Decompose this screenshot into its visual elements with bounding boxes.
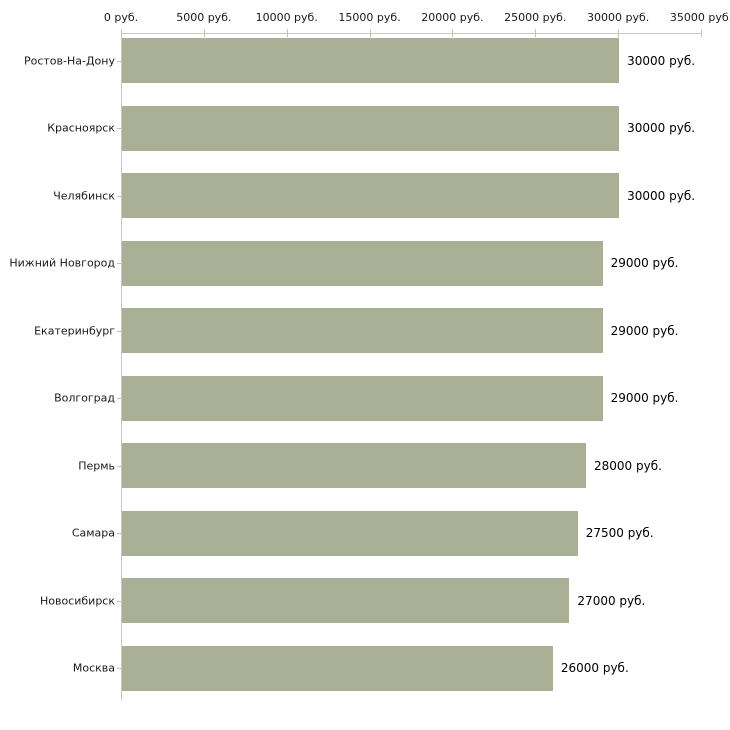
- x-axis-tick-label: 25000 руб.: [504, 11, 567, 24]
- bar: [122, 510, 578, 556]
- bar: [122, 240, 603, 286]
- category-label: Москва: [72, 661, 115, 675]
- y-axis-tick-mark: [117, 465, 121, 467]
- bar: [122, 578, 570, 624]
- value-label: 26000 руб.: [560, 661, 629, 676]
- x-axis-tick-mark: [618, 29, 620, 37]
- value-label: 27500 руб.: [585, 526, 654, 541]
- x-axis-tick-mark: [121, 29, 122, 37]
- y-axis-tick-mark: [117, 195, 121, 197]
- y-axis-tick-mark: [117, 533, 121, 535]
- value-label: 30000 руб.: [627, 53, 696, 68]
- category-label: Пермь: [78, 459, 115, 473]
- x-axis-tick-label: 15000 руб.: [338, 11, 401, 24]
- y-axis-tick-mark: [117, 128, 121, 130]
- x-axis-tick-mark: [535, 29, 537, 37]
- y-axis-tick-mark: [117, 263, 121, 265]
- x-axis-tick-label: 35000 руб.: [669, 11, 730, 24]
- x-axis-tick-label: 30000 руб.: [587, 11, 650, 24]
- x-axis-tick-mark: [286, 29, 288, 37]
- category-label: Челябинск: [53, 189, 115, 203]
- category-label: Красноярск: [47, 121, 115, 135]
- category-label: Самара: [71, 526, 115, 540]
- x-axis-tick-mark: [203, 29, 205, 37]
- x-axis-line: [121, 33, 701, 34]
- bar: [122, 443, 586, 489]
- y-axis-tick-mark: [117, 398, 121, 400]
- category-label: Екатеринбург: [34, 324, 115, 338]
- value-label: 30000 руб.: [627, 121, 696, 136]
- bar: [122, 645, 553, 691]
- y-axis-tick-mark: [117, 600, 121, 602]
- bar: [122, 375, 603, 421]
- value-label: 29000 руб.: [610, 391, 679, 406]
- y-axis-tick-mark: [117, 330, 121, 332]
- x-axis-tick-mark: [701, 29, 702, 37]
- x-axis-tick-mark: [452, 29, 454, 37]
- x-axis-tick-label: 0 руб.: [103, 11, 139, 24]
- value-label: 29000 руб.: [610, 256, 679, 271]
- category-label: Ростов-На-Дону: [23, 54, 115, 67]
- x-axis-tick-label: 20000 руб.: [421, 11, 484, 24]
- value-label: 28000 руб.: [594, 458, 662, 473]
- value-label: 30000 руб.: [627, 188, 696, 203]
- x-axis-tick-label: 5000 руб.: [176, 11, 232, 24]
- category-label: Волгоград: [54, 391, 115, 405]
- bar: [122, 173, 620, 219]
- category-label: Новосибирск: [39, 594, 115, 608]
- category-label: Нижний Новгород: [9, 256, 115, 270]
- value-label: 27000 руб.: [577, 593, 646, 608]
- bar: [122, 38, 620, 83]
- y-axis-line: [121, 33, 122, 700]
- y-axis-tick-mark: [117, 60, 121, 62]
- x-axis-tick-label: 10000 руб.: [255, 11, 318, 24]
- value-label: 29000 руб.: [610, 323, 679, 338]
- x-axis-tick-mark: [369, 29, 371, 37]
- bar: [122, 105, 620, 151]
- bar: [122, 308, 603, 354]
- y-axis-tick-mark: [117, 668, 121, 670]
